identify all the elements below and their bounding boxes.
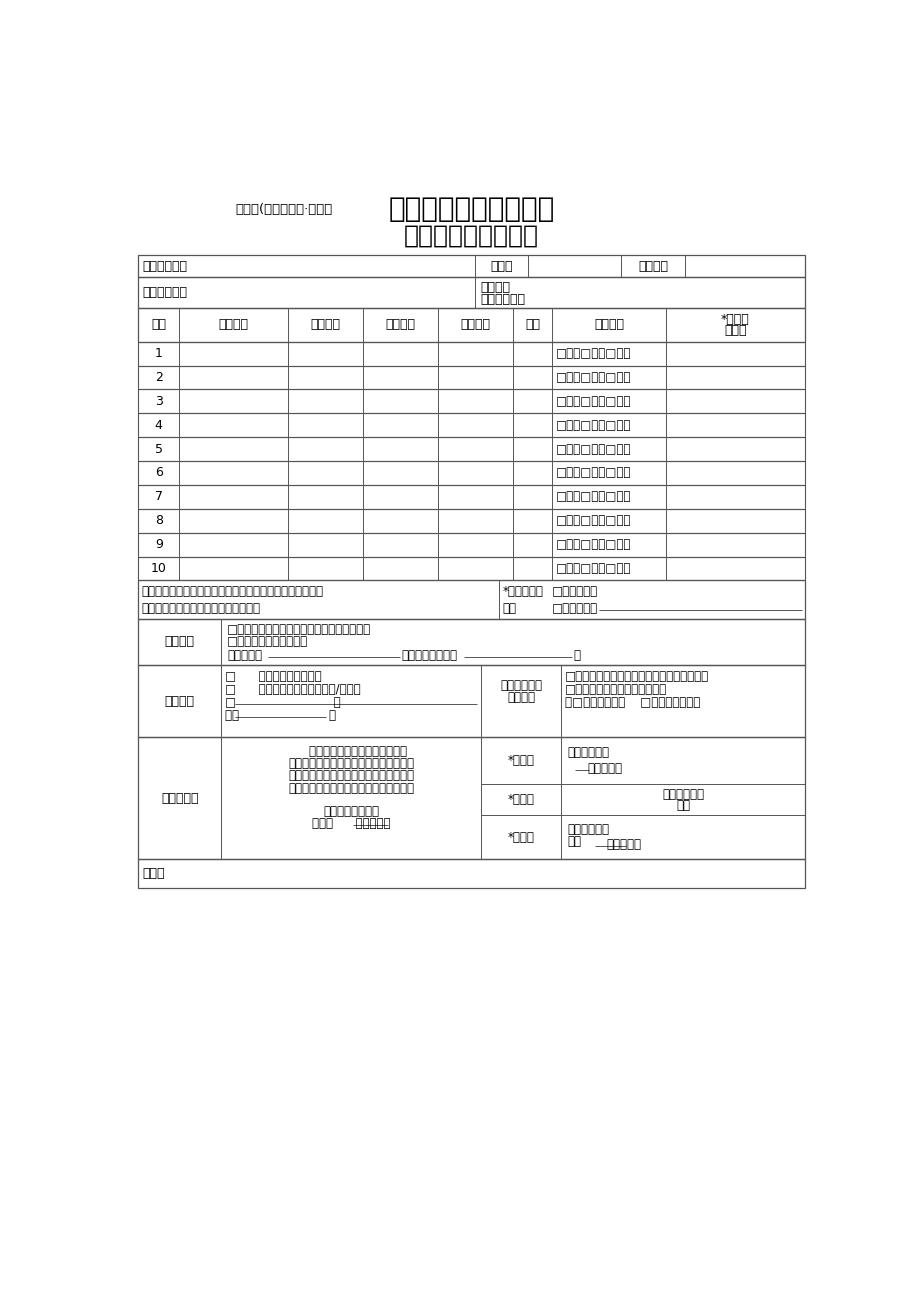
Text: □检定□校准□检测: □检定□校准□检测 xyxy=(555,562,630,575)
Bar xyxy=(138,308,804,342)
Text: □检定□校准□检测: □检定□校准□检测 xyxy=(555,467,630,480)
Text: 器具名称: 器具名称 xyxy=(219,319,248,332)
Text: *承检方: *承检方 xyxy=(507,830,534,843)
Text: 详细地址: 详细地址 xyxy=(481,281,510,294)
Text: 保证及时支付检测及其它服务所需费用。: 保证及时支付检测及其它服务所需费用。 xyxy=(288,782,414,795)
Bar xyxy=(138,485,804,509)
Text: ；检测依据标准：: ；检测依据标准： xyxy=(402,649,458,662)
Text: 生产厂家: 生产厂家 xyxy=(460,319,490,332)
Bar xyxy=(138,665,804,738)
Text: 技术依据: 技术依据 xyxy=(165,635,195,648)
Text: 序号: 序号 xyxy=(151,319,166,332)
Text: 代表的签字意味着已阅读并接受约定），: 代表的签字意味着已阅读并接受约定）， xyxy=(288,769,414,782)
Text: 对本委托协议书内容均予以认可: 对本委托协议书内容均予以认可 xyxy=(294,745,407,757)
Bar xyxy=(138,509,804,532)
Text: 检查: 检查 xyxy=(502,602,516,615)
Text: 委托方代表签字：: 委托方代表签字： xyxy=(323,805,379,818)
Bar xyxy=(138,437,804,461)
Text: 委托方承诺: 委托方承诺 xyxy=(161,792,199,805)
Text: （包括客户联正、反面所有信息，委托方: （包括客户联正、反面所有信息，委托方 xyxy=(288,757,414,770)
Text: 日期：      年一月一日: 日期： 年一月一日 xyxy=(312,817,390,830)
Text: □检定□校准□检测: □检定□校准□检测 xyxy=(555,419,630,432)
Bar xyxy=(138,277,804,308)
Text: 法提供，承检方将对仪器自定义编号。: 法提供，承检方将对仪器自定义编号。 xyxy=(142,602,260,615)
Text: 联系人: 联系人 xyxy=(490,260,512,273)
Text: 浙江省计量科学研究院: 浙江省计量科学研究院 xyxy=(388,195,554,224)
Text: □检定□校准□检测: □检定□校准□检测 xyxy=(555,514,630,527)
Text: □同意承检方所选定的服务类型和检测方法；: □同意承检方所选定的服务类型和检测方法； xyxy=(227,623,371,636)
Text: 检测费支付及: 检测费支付及 xyxy=(500,679,541,692)
Bar xyxy=(138,619,804,665)
Bar xyxy=(138,389,804,414)
Text: 。: 。 xyxy=(573,649,580,662)
Bar xyxy=(138,580,804,619)
Text: 业务性质: 业务性质 xyxy=(594,319,623,332)
Text: 4: 4 xyxy=(154,419,163,432)
Bar xyxy=(138,557,804,580)
Text: 5: 5 xyxy=(154,442,163,455)
Text: 9: 9 xyxy=(154,539,163,552)
Text: 现场业务委托协议书: 现场业务委托协议书 xyxy=(403,224,539,247)
Text: 检测人员联系: 检测人员联系 xyxy=(662,787,703,800)
Text: □      全权委托承检方进行调整/修理；: □ 全权委托承检方进行调整/修理； xyxy=(225,683,360,696)
Bar xyxy=(138,366,804,389)
Text: □检定□校准□检测: □检定□校准□检测 xyxy=(555,539,630,552)
Text: *承检方: *承检方 xyxy=(507,755,534,768)
Text: □外观无异常: □外观无异常 xyxy=(551,584,597,597)
Text: （证书单位）: （证书单位） xyxy=(481,293,526,306)
Bar xyxy=(138,461,804,485)
Text: 检测人员签名: 检测人员签名 xyxy=(567,747,609,760)
Text: □转账支付，由承检方寄送报告: □转账支付，由承检方寄送报告 xyxy=(564,683,666,696)
Text: 委托单位全称: 委托单位全称 xyxy=(142,260,187,273)
Text: 检测要求：: 检测要求： xyxy=(227,649,262,662)
Bar xyxy=(138,532,804,557)
Text: （元）: （元） xyxy=(723,324,746,337)
Text: 特殊要求: 特殊要求 xyxy=(165,695,195,708)
Text: *样品符合性: *样品符合性 xyxy=(502,584,543,597)
Bar xyxy=(138,342,804,366)
Text: □检定□校准□检测: □检定□校准□检测 xyxy=(555,347,630,360)
Text: 报告提取: 报告提取 xyxy=(506,691,535,704)
Text: 注：如无出厂编号，可提供内部管理编号。若两类编号均无: 注：如无出厂编号，可提供内部管理编号。若两类编号均无 xyxy=(142,584,323,597)
Text: 1: 1 xyxy=(154,347,163,360)
Text: 它：                        。: 它： 。 xyxy=(225,709,335,722)
Bar xyxy=(138,414,804,437)
Text: 第三联(共三联）．·客户联: 第三联(共三联）．·客户联 xyxy=(235,203,332,216)
Text: 7: 7 xyxy=(154,490,163,503)
Text: □检定□校准□检测: □检定□校准□检测 xyxy=(555,396,630,409)
Bar xyxy=(138,859,804,889)
Text: □检定□校准□检测: □检定□校准□检测 xyxy=(555,490,630,503)
Text: （□由检测室寄送    □由业务部寄送）: （□由检测室寄送 □由业务部寄送） xyxy=(564,696,699,709)
Text: 出厂编号: 出厂编号 xyxy=(385,319,415,332)
Text: 数量: 数量 xyxy=(525,319,539,332)
Text: *检测费: *检测费 xyxy=(720,312,749,325)
Text: 8: 8 xyxy=(154,514,163,527)
Bar xyxy=(138,738,804,859)
Text: 报告预计提取: 报告预计提取 xyxy=(567,824,609,837)
Text: 3: 3 xyxy=(154,396,163,409)
Text: 6: 6 xyxy=(154,467,163,480)
Text: 2: 2 xyxy=(154,371,163,384)
Text: 年一月一日: 年一月一日 xyxy=(606,838,641,851)
Text: □异常情况：: □异常情况： xyxy=(551,602,597,615)
Text: 年一月一日: 年一月一日 xyxy=(586,762,621,775)
Text: □检定□校准□检测: □检定□校准□检测 xyxy=(555,442,630,455)
Text: 电话: 电话 xyxy=(675,799,689,812)
Text: 型号规格: 型号规格 xyxy=(310,319,340,332)
Text: □      给出校准周期建议；: □ 给出校准周期建议； xyxy=(225,670,322,683)
Text: 10: 10 xyxy=(151,562,166,575)
Bar xyxy=(138,255,804,277)
Text: □检定□校准□检测: □检定□校准□检测 xyxy=(555,371,630,384)
Text: 证书单位全称: 证书单位全称 xyxy=(142,286,187,299)
Text: 联系电话: 联系电话 xyxy=(638,260,667,273)
Text: 日期: 日期 xyxy=(567,834,581,847)
Text: □现金、支票支付，至院业务大厅领取报告；: □现金、支票支付，至院业务大厅领取报告； xyxy=(564,670,709,683)
Text: □                          其: □ 其 xyxy=(225,696,340,709)
Text: *承检方: *承检方 xyxy=(507,792,534,805)
Text: □委托方选定检测方法。: □委托方选定检测方法。 xyxy=(227,635,308,648)
Text: 备注：: 备注： xyxy=(142,868,165,881)
